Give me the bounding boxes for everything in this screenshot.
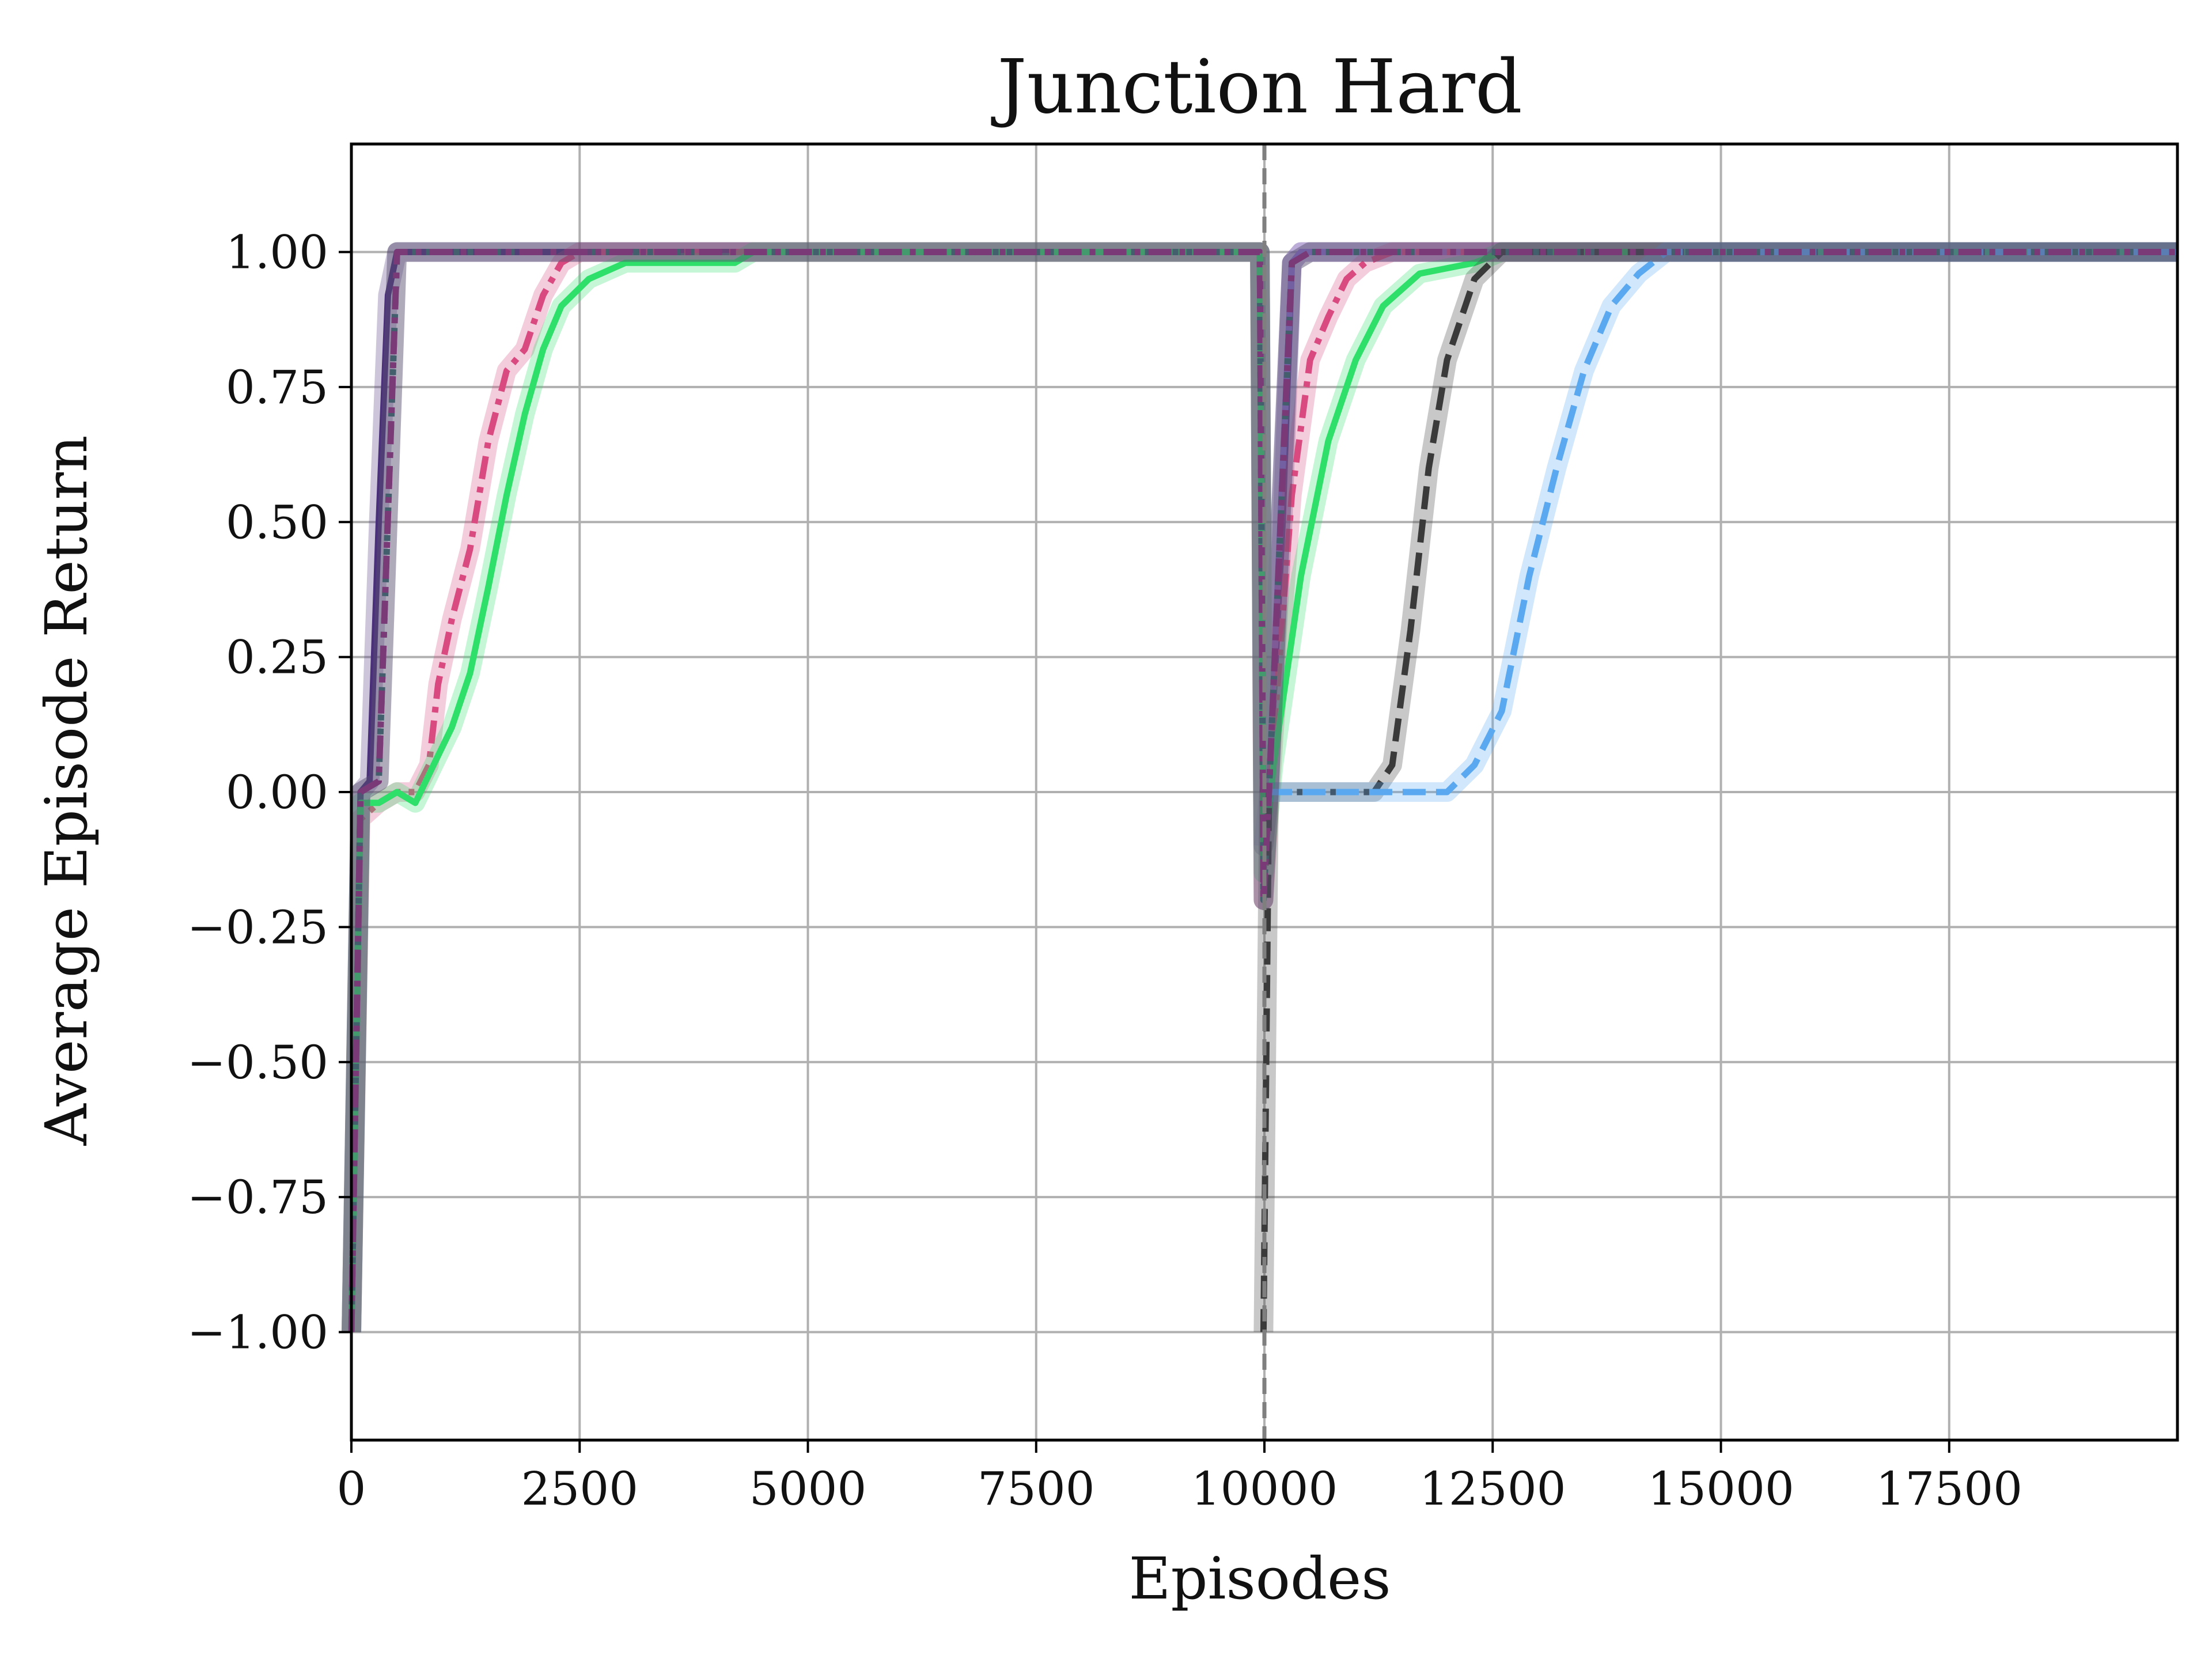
x-axis: 0 2500 5000 7500 10000 12500 15000 17500 [337,1440,2022,1516]
y-tick-label: 0.50 [226,495,328,549]
x-tick-label: 12500 [1419,1462,1566,1516]
x-tick-label: 2500 [521,1462,638,1516]
chart-title: Junction Hard [991,44,1522,130]
x-tick-label: 10000 [1191,1462,1338,1516]
y-tick-label: −0.50 [187,1036,328,1089]
x-tick-label: 7500 [978,1462,1095,1516]
x-tick-label: 15000 [1647,1462,1794,1516]
x-axis-label: Episodes [1128,1545,1391,1612]
y-axis-label: Average Episode Return [33,435,100,1146]
y-axis: −1.00 −0.75 −0.50 −0.25 0.00 0.25 0.50 0.75 1.00 [187,226,351,1359]
series-2-line [348,249,2177,1332]
y-tick-label: 0.25 [226,631,328,684]
x-tick-label: 5000 [749,1462,867,1516]
plot-area [342,144,2177,1440]
x-tick-label: 17500 [1876,1462,2023,1516]
y-tick-label: 0.75 [226,361,328,414]
series-5-line [1268,249,2177,796]
series-3-line [348,249,2177,1332]
y-tick-label: −0.25 [187,900,328,954]
y-tick-label: −0.75 [187,1171,328,1224]
y-tick-label: 1.00 [226,226,328,279]
series-4-line [1260,249,2177,1332]
x-tick-label: 0 [337,1462,366,1516]
y-tick-label: 0.00 [226,766,328,819]
y-tick-label: −1.00 [187,1306,328,1359]
series-7-line [348,249,2177,1332]
